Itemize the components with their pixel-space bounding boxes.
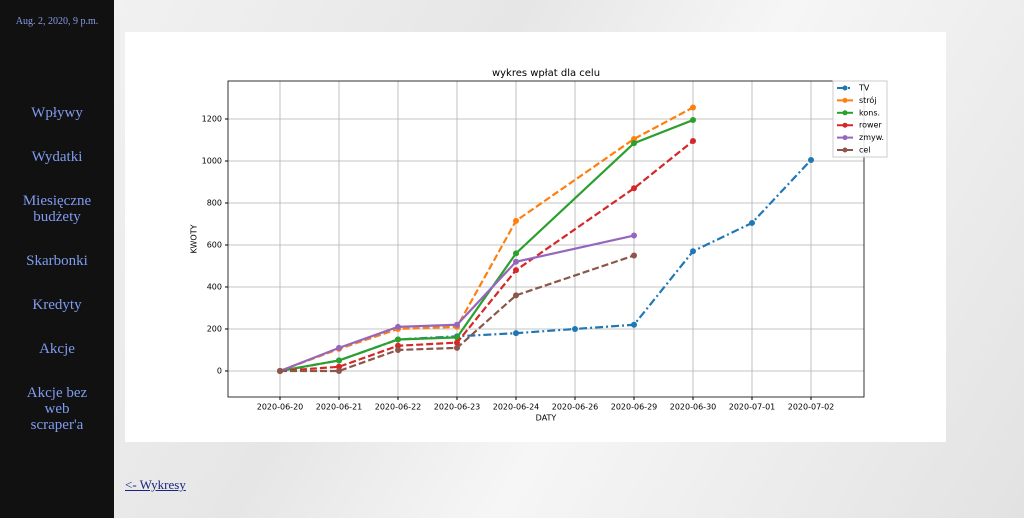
x-tick-label: 2020-06-26 <box>552 403 599 412</box>
point <box>454 321 460 328</box>
point <box>749 219 755 226</box>
y-tick-label: 800 <box>207 198 222 207</box>
point <box>454 344 460 351</box>
point <box>336 357 342 364</box>
y-tick-label: 200 <box>207 324 222 333</box>
point <box>690 138 696 145</box>
point <box>690 117 696 124</box>
point <box>690 248 696 255</box>
date: Aug. 2, 2020, 9 p.m. <box>15 16 99 27</box>
point <box>454 334 460 341</box>
legend-label: TV <box>858 84 870 93</box>
point <box>513 292 519 299</box>
x-tick-label: 2020-06-24 <box>493 403 540 412</box>
legend: TV strój kons. rower zmyw. cel <box>832 80 888 158</box>
point <box>631 252 637 259</box>
plot-frame <box>227 80 865 398</box>
legend-marker <box>842 122 848 128</box>
point <box>395 336 401 343</box>
nav-link[interactable]: Akcje bez web scraper'a <box>26 385 88 433</box>
y-tick-label: 400 <box>207 282 222 291</box>
series-line <box>279 234 635 372</box>
point <box>336 344 342 351</box>
x-tick-label: 2020-06-30 <box>670 403 717 412</box>
y-tick-label: 1000 <box>202 156 222 165</box>
point <box>572 325 578 332</box>
point <box>513 267 519 274</box>
point <box>631 232 637 239</box>
point <box>808 156 814 163</box>
legend-marker <box>842 97 848 103</box>
legend-marker <box>842 147 848 153</box>
y-tick-label: 0 <box>217 366 222 375</box>
legend-marker <box>842 85 848 91</box>
chart: wykres wpłat dla celu DATY KWOTY 2020-06… <box>190 68 888 423</box>
legend-label: rower <box>859 121 882 130</box>
y-axis-label: KWOTY <box>190 224 199 253</box>
x-tick-label: 2020-06-20 <box>257 403 304 412</box>
x-tick-label: 2020-07-01 <box>729 403 776 412</box>
nav-link[interactable]: Wpływy <box>31 105 83 121</box>
series-line <box>280 254 635 373</box>
x-tick-label: 2020-06-21 <box>316 403 363 412</box>
nav-link[interactable]: Akcje <box>39 341 75 357</box>
legend-marker <box>842 110 848 116</box>
point <box>513 250 519 257</box>
point <box>631 185 637 192</box>
legend-label: strój <box>859 95 877 105</box>
point <box>454 339 460 346</box>
back-link[interactable]: <- Wykresy <box>125 477 186 492</box>
point <box>690 104 696 111</box>
x-axis-label: DATY <box>536 414 557 423</box>
legend-box <box>832 80 888 158</box>
legend-label: kons. <box>859 108 880 117</box>
point <box>631 321 637 328</box>
y-tick-label: 1200 <box>202 115 222 124</box>
x-tick-label: 2020-06-23 <box>434 403 481 412</box>
legend-label: zmyw. <box>859 133 884 142</box>
y-tick-label: 600 <box>207 240 222 249</box>
nav-link[interactable]: Kredyty <box>32 297 82 313</box>
x-tick-label: 2020-06-22 <box>375 403 422 412</box>
series-line <box>279 119 694 373</box>
nav-link[interactable]: Miesięczne budżety <box>22 193 92 225</box>
x-tick-label: 2020-07-02 <box>788 403 835 412</box>
point <box>277 367 283 374</box>
point <box>395 342 401 349</box>
point <box>336 367 342 374</box>
point <box>336 363 342 370</box>
legend-marker <box>842 135 848 141</box>
series-line <box>279 159 812 373</box>
legend-label: cel <box>859 146 871 155</box>
point <box>513 258 519 265</box>
point <box>395 323 401 330</box>
point <box>395 346 401 353</box>
point <box>513 217 519 224</box>
point <box>631 140 637 147</box>
x-tick-label: 2020-06-29 <box>611 403 658 412</box>
chart-panel: wykres wpłat dla celu DATY KWOTY 2020-06… <box>125 32 946 442</box>
point <box>631 135 637 142</box>
point <box>513 330 519 337</box>
sidebar: Aug. 2, 2020, 9 p.m. Wpływy Wydatki Miesię… <box>0 0 114 518</box>
chart-title: wykres wpłat dla celu <box>492 68 600 79</box>
nav-link[interactable]: Skarbonki <box>26 253 88 269</box>
nav-link[interactable]: Wydatki <box>31 149 83 165</box>
